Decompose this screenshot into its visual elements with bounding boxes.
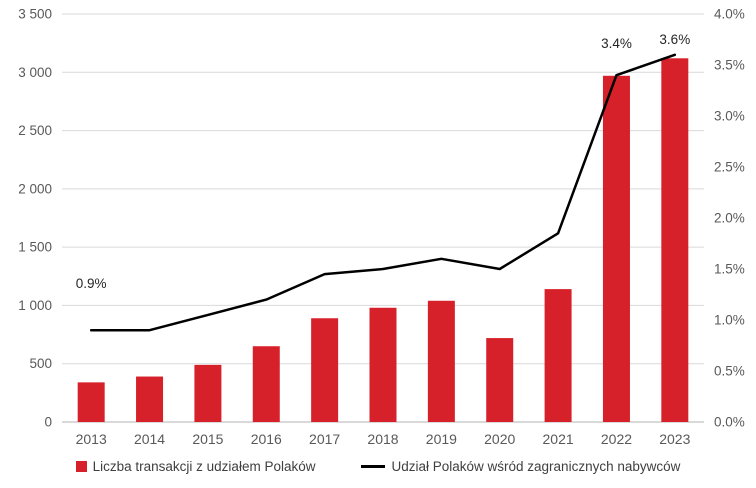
legend-item-bar-series: Liczba transakcji z udziałem Polaków xyxy=(75,459,316,474)
svg-text:2022: 2022 xyxy=(601,431,632,447)
svg-text:3.6%: 3.6% xyxy=(659,32,690,47)
svg-text:3.4%: 3.4% xyxy=(601,36,632,51)
svg-text:0.5%: 0.5% xyxy=(714,364,745,379)
svg-text:1 000: 1 000 xyxy=(18,298,52,313)
svg-text:2014: 2014 xyxy=(134,431,165,447)
svg-text:0: 0 xyxy=(44,415,52,430)
svg-text:4.0%: 4.0% xyxy=(714,7,745,22)
svg-text:2018: 2018 xyxy=(367,431,398,447)
line-series-swatch-icon xyxy=(361,465,386,468)
svg-text:2020: 2020 xyxy=(484,431,515,447)
svg-text:2017: 2017 xyxy=(309,431,340,447)
bar-series-swatch-icon xyxy=(75,461,87,472)
svg-text:3.5%: 3.5% xyxy=(714,58,745,73)
svg-text:2019: 2019 xyxy=(426,431,457,447)
svg-text:1 500: 1 500 xyxy=(18,240,52,255)
svg-text:2021: 2021 xyxy=(543,431,574,447)
svg-text:1.0%: 1.0% xyxy=(714,313,745,328)
chart-svg: 0 500 1 000 1 500 2 000 2 500 3 000 3 500 0.0% 0.… xyxy=(18,7,745,448)
svg-text:1.5%: 1.5% xyxy=(714,262,745,277)
svg-text:2013: 2013 xyxy=(76,431,107,447)
bar-series-label: Liczba transakcji z udziałem Polaków xyxy=(92,459,316,474)
legend-item-line-series: Udział Polaków wśród zagranicznych nabyw… xyxy=(361,459,680,474)
svg-text:2016: 2016 xyxy=(251,431,282,447)
svg-text:2015: 2015 xyxy=(192,431,223,447)
line-series-label: Udział Polaków wśród zagranicznych nabyw… xyxy=(391,459,681,474)
svg-text:500: 500 xyxy=(29,356,52,371)
svg-text:0.0%: 0.0% xyxy=(714,415,745,430)
svg-text:3 000: 3 000 xyxy=(18,65,52,80)
svg-text:2 500: 2 500 xyxy=(18,123,52,138)
chart-legend: Liczba transakcji z udziałem Polaków Udz… xyxy=(0,459,756,474)
svg-text:2 000: 2 000 xyxy=(18,181,52,196)
svg-text:2.5%: 2.5% xyxy=(714,160,745,175)
svg-text:2.0%: 2.0% xyxy=(714,211,745,226)
svg-text:3 500: 3 500 xyxy=(18,7,52,22)
svg-text:0.9%: 0.9% xyxy=(76,276,107,291)
svg-text:2023: 2023 xyxy=(659,431,690,447)
svg-text:3.0%: 3.0% xyxy=(714,109,745,124)
